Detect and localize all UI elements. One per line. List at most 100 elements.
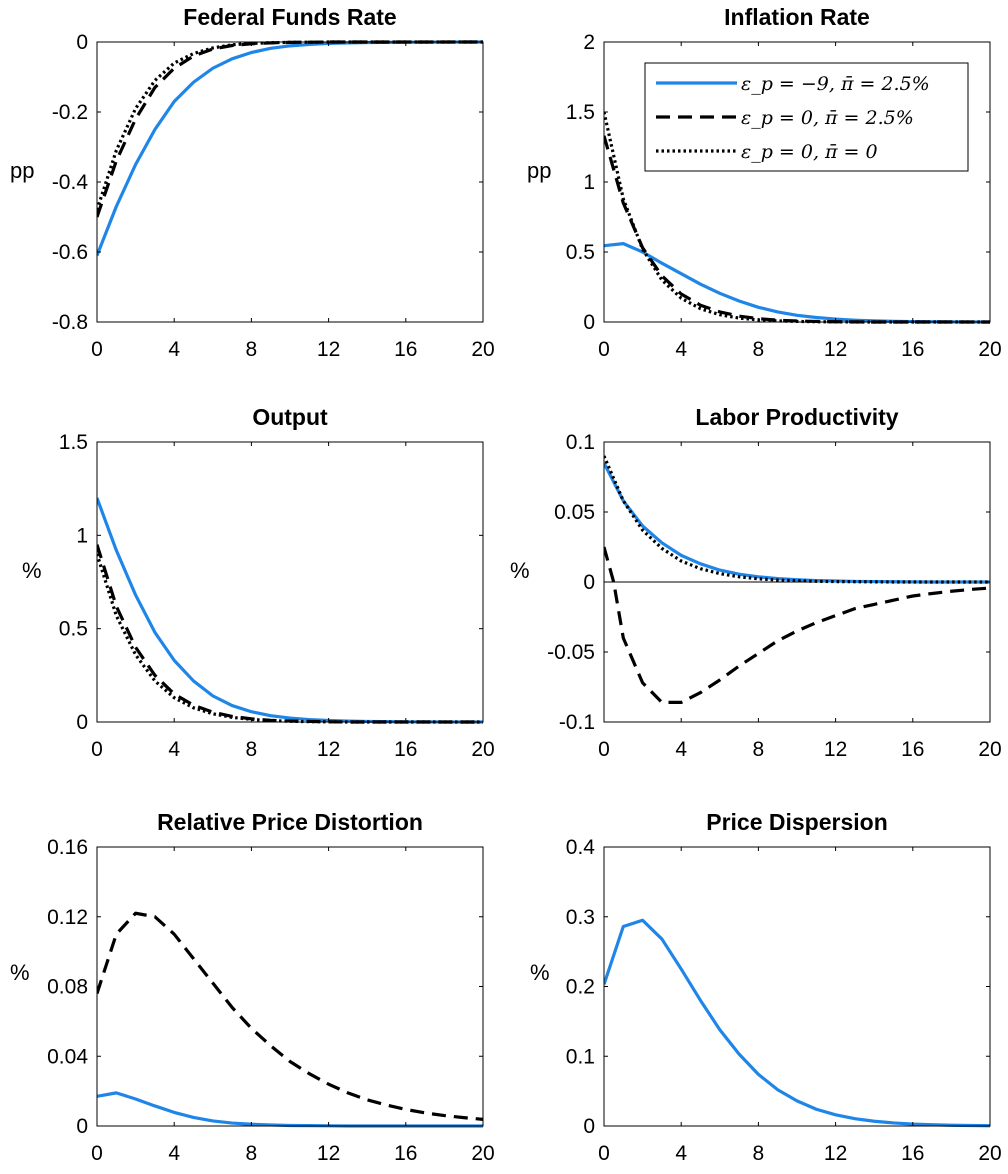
x-tick-label: 20: [471, 1142, 494, 1165]
chart-title: Federal Funds Rate: [183, 4, 396, 30]
x-tick-label: 8: [246, 738, 258, 761]
legend-box: [644, 62, 969, 172]
y-tick-label: 0: [76, 31, 88, 54]
y-tick-label: 0.5: [566, 241, 595, 264]
series-line-dotted: [604, 111, 990, 324]
x-tick-label: 20: [978, 338, 1001, 361]
plot-area: [97, 42, 483, 322]
y-tick-label: -0.4: [52, 171, 89, 194]
x-tick-label: 12: [824, 338, 847, 361]
x-tick-label: 12: [824, 1142, 847, 1165]
y-tick-label: 1.5: [566, 101, 595, 124]
x-tick-label: 4: [675, 1142, 687, 1165]
axes-box: [96, 441, 484, 723]
x-tick-label: 12: [317, 1142, 340, 1165]
chart-panel-3: Output% 0 4 8 12 16 20 0 0.5 1 1.5: [22, 404, 495, 761]
y-tick-label: 0.16: [47, 836, 88, 859]
y-axis-label: %: [510, 558, 530, 583]
plot-area: [97, 442, 483, 722]
x-tick-label: 16: [901, 1142, 924, 1165]
y-tick-label: -0.1: [559, 711, 595, 734]
y-tick-label: 0: [583, 311, 595, 334]
x-tick-label: 16: [901, 738, 924, 761]
legend-label: ε_p = −9, π̄ = 2.5%: [741, 73, 930, 95]
y-tick-label: 0.12: [47, 906, 88, 929]
x-tick-label: 8: [246, 338, 258, 361]
x-tick-label: 4: [168, 338, 180, 361]
chart-title: Inflation Rate: [724, 4, 870, 30]
x-tick-label: 16: [394, 338, 417, 361]
x-tick-label: 16: [901, 338, 924, 361]
x-tick-label: 0: [91, 738, 103, 761]
x-tick-label: 20: [471, 338, 494, 361]
x-tick-label: 12: [317, 338, 340, 361]
y-tick-label: 1.5: [59, 431, 88, 454]
y-tick-label: 0: [583, 571, 595, 594]
y-axis-label: %: [10, 960, 30, 985]
y-tick-label: -0.8: [52, 311, 88, 334]
x-tick-label: 0: [91, 1142, 103, 1165]
chart-panel-5: Relative Price Distortion% 0 4 8 12 16 20 0 0.04…: [10, 809, 495, 1165]
series-line-dashed: [604, 546, 990, 705]
x-tick-label: 0: [598, 338, 610, 361]
chart-panel-4: Labor Productivity% 0 4 8 12 16 20 -0.1 -0.05 0 0.…: [510, 404, 1002, 761]
plot-area: [97, 847, 483, 1126]
chart-title: Output: [252, 404, 328, 430]
y-tick-label: 2: [583, 31, 595, 54]
y-tick-label: 0: [583, 1115, 595, 1138]
x-tick-label: 20: [471, 738, 494, 761]
y-axis-label: %: [22, 558, 42, 583]
series-group: [604, 455, 990, 705]
x-tick-label: 20: [978, 738, 1001, 761]
y-tick-label: 0.1: [566, 1045, 595, 1068]
y-tick-label: 1: [583, 171, 595, 194]
x-tick-label: 0: [598, 1142, 610, 1165]
legend: ε_p = −9, π̄ = 2.5% ε_p = 0, π̄ = 2.5% ε…: [644, 62, 969, 172]
x-tick-label: 16: [394, 1142, 417, 1165]
x-tick-label: 4: [675, 738, 687, 761]
x-tick-label: 12: [317, 738, 340, 761]
y-tick-label: 0.1: [566, 431, 595, 454]
series-line-dashed: [97, 911, 483, 1121]
y-tick-label: 0.2: [566, 976, 595, 999]
y-tick-label: -0.6: [52, 241, 88, 264]
x-tick-label: 12: [824, 738, 847, 761]
series-line-dotted: [604, 455, 990, 584]
x-tick-label: 16: [394, 738, 417, 761]
x-tick-label: 20: [978, 1142, 1001, 1165]
chart-title: Price Dispersion: [706, 809, 888, 835]
y-tick-label: 0.04: [47, 1045, 88, 1068]
y-tick-label: 0.08: [47, 976, 88, 999]
x-tick-label: 8: [753, 738, 765, 761]
series-line-solid: [604, 918, 990, 1128]
y-tick-label: -0.2: [52, 101, 88, 124]
x-tick-label: 4: [168, 1142, 180, 1165]
chart-title: Relative Price Distortion: [157, 809, 423, 835]
y-tick-label: 0.05: [554, 501, 595, 524]
chart-title: Labor Productivity: [695, 404, 898, 430]
legend-label: ε_p = 0, π̄ = 0: [741, 141, 878, 163]
series-group: [604, 918, 990, 1128]
y-axis-label: pp: [10, 158, 34, 183]
x-tick-label: 4: [168, 738, 180, 761]
legend-label: ε_p = 0, π̄ = 2.5%: [741, 107, 914, 129]
x-tick-label: 8: [753, 1142, 765, 1165]
chart-panel-1: Federal Funds Rate pp 0 4 8 12 16 20 -0.8 -0.6 -0.…: [10, 4, 495, 361]
y-tick-label: 0.4: [566, 836, 596, 859]
y-tick-label: 0.5: [59, 618, 88, 641]
y-tick-label: 0.3: [566, 906, 595, 929]
x-tick-label: 0: [598, 738, 610, 761]
y-tick-label: 0: [76, 1115, 88, 1138]
x-tick-label: 4: [675, 338, 687, 361]
y-tick-label: -0.05: [547, 641, 595, 664]
y-tick-label: 0: [76, 711, 88, 734]
x-tick-label: 8: [246, 1142, 258, 1165]
x-tick-label: 0: [91, 338, 103, 361]
chart-panel-2: Inflation Rate pp 0 4 8 12 16 20 0 0.5 1 1.5 2: [527, 4, 1002, 361]
chart-panel-6: Price Dispersion% 0 4 8 12 16 20 0 0.1 0.2 0.3 0.4: [530, 809, 1002, 1165]
x-tick-label: 8: [753, 338, 765, 361]
y-axis-label: %: [530, 960, 550, 985]
y-tick-label: 1: [76, 524, 88, 547]
